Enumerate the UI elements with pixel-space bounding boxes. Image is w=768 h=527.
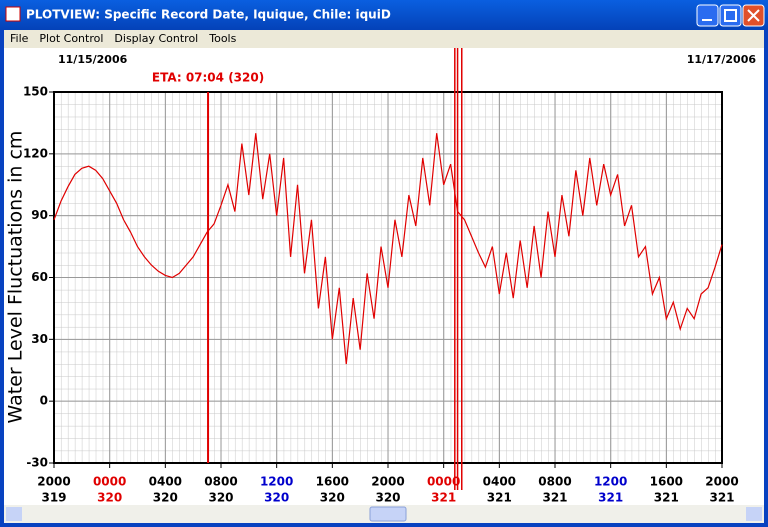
x-tick-label: 1600 (316, 475, 349, 489)
data-line (53, 133, 723, 365)
x-tick-day: 320 (97, 491, 122, 505)
title-bar (0, 0, 768, 30)
x-tick-label: 2000 (705, 475, 738, 489)
menu-item[interactable]: Plot Control (39, 32, 103, 45)
x-tick-day: 321 (709, 491, 734, 505)
x-tick-label: 2000 (371, 475, 404, 489)
y-tick-label: 30 (31, 332, 48, 346)
x-tick-label: 0000 (427, 475, 460, 489)
x-tick-day: 320 (208, 491, 233, 505)
menu-bar (4, 30, 764, 48)
scroll-thumb[interactable] (369, 506, 407, 522)
x-tick-day: 321 (654, 491, 679, 505)
x-tick-label: 0000 (93, 475, 126, 489)
menu-item[interactable]: Tools (208, 32, 236, 45)
end-date: 11/17/2006 (687, 53, 757, 66)
x-tick-day: 321 (542, 491, 567, 505)
x-tick-label: 1200 (594, 475, 627, 489)
x-tick-label: 0800 (204, 475, 237, 489)
menu-item[interactable]: File (10, 32, 29, 45)
x-tick-label: 2000 (37, 475, 70, 489)
y-tick-label: -30 (26, 456, 48, 470)
x-tick-label: 0400 (149, 475, 182, 489)
x-tick-day: 321 (598, 491, 623, 505)
start-date: 11/15/2006 (58, 53, 128, 66)
x-tick-day: 320 (375, 491, 400, 505)
y-tick-label: 60 (31, 270, 48, 284)
minimize-button[interactable] (696, 4, 719, 27)
marker-label: ETA: 07:04 (320) (152, 71, 264, 85)
app-icon (5, 6, 21, 22)
y-tick-label: 120 (23, 146, 48, 160)
x-tick-day: 320 (153, 491, 178, 505)
window-title: PLOTVIEW: Specific Record Date, Iquique,… (26, 8, 391, 22)
x-tick-label: 0400 (483, 475, 516, 489)
x-tick-label: 1200 (260, 475, 293, 489)
x-tick-label: 0800 (538, 475, 571, 489)
y-tick-label: 0 (40, 394, 48, 408)
y-tick-label: 90 (31, 208, 48, 222)
plot-frame (53, 91, 723, 464)
y-tick-label: 150 (23, 85, 48, 99)
y-axis-title: Water Level Fluctuations in cm (5, 131, 27, 424)
scroll-right[interactable] (746, 507, 762, 521)
x-tick-day: 320 (264, 491, 289, 505)
x-tick-day: 320 (320, 491, 345, 505)
x-tick-day: 319 (41, 491, 66, 505)
x-tick-day: 321 (487, 491, 512, 505)
x-tick-day: 321 (431, 491, 456, 505)
scroll-left[interactable] (6, 507, 22, 521)
menu-item[interactable]: Display Control (114, 32, 198, 45)
maximize-button[interactable] (719, 4, 742, 27)
x-tick-label: 1600 (650, 475, 683, 489)
